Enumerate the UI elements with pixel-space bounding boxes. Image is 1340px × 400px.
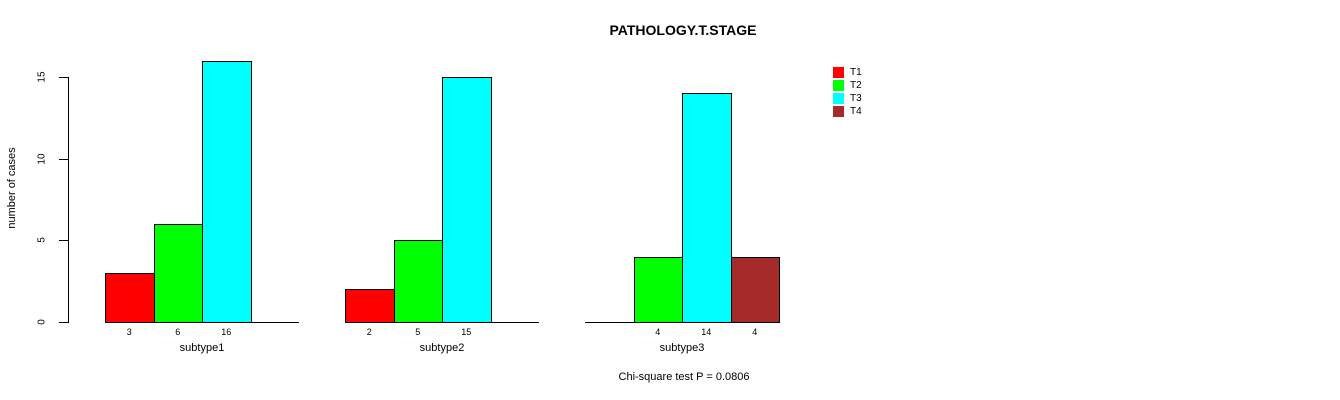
y-tick-label: 5: [36, 237, 48, 244]
legend-label-T4: T4: [850, 106, 862, 117]
bar-value-label: 5: [415, 327, 421, 337]
legend-label-T3: T3: [850, 93, 862, 104]
bar-value-label: 2: [366, 327, 372, 337]
group-label-subtype3: subtype3: [659, 342, 705, 354]
legend: T1 T2 T3 T4: [833, 66, 862, 118]
legend-entry-T2: T2: [833, 79, 862, 92]
bar-T3-subtype2: [442, 77, 492, 323]
y-tick-label: 0: [36, 319, 48, 325]
legend-label-T1: T1: [850, 67, 862, 78]
bar-value-label: 6: [175, 327, 181, 337]
bar-T3-subtype3: [682, 93, 732, 323]
legend-entry-T4: T4: [833, 105, 862, 118]
y-axis-label: number of cases: [6, 147, 18, 229]
group-label-subtype1: subtype1: [179, 342, 225, 354]
bar-T1-subtype2: [345, 289, 395, 323]
y-tick-mark: [59, 240, 68, 242]
legend-swatch-T4: [833, 106, 844, 117]
bar-T2-subtype3: [633, 257, 683, 323]
y-tick-label: 10: [36, 153, 48, 165]
chi-square-note: Chi-square test P = 0.0806: [618, 371, 750, 383]
legend-swatch-T3: [833, 93, 844, 104]
bar-value-label: 16: [221, 327, 232, 337]
y-tick-mark: [59, 77, 68, 79]
chart-title: PATHOLOGY.T.STAGE: [609, 22, 757, 38]
legend-swatch-T2: [833, 80, 844, 91]
bar-value-label: 15: [461, 327, 472, 337]
y-axis-line: [68, 77, 69, 323]
group-label-subtype2: subtype2: [419, 342, 465, 354]
bar-T4-subtype3: [730, 257, 780, 323]
bar-value-label: 4: [655, 327, 661, 337]
bar-value-label: 14: [701, 327, 712, 337]
bar-T1-subtype1: [105, 273, 155, 323]
legend-entry-T3: T3: [833, 92, 862, 105]
legend-swatch-T1: [833, 67, 844, 78]
bar-T2-subtype2: [393, 240, 443, 323]
y-tick-label: 15: [36, 71, 48, 83]
legend-entry-T1: T1: [833, 66, 862, 79]
y-tick-mark: [59, 322, 68, 323]
bar-T2-subtype1: [153, 224, 203, 323]
bar-value-label: 4: [752, 327, 758, 337]
y-tick-mark: [59, 158, 68, 160]
legend-label-T2: T2: [850, 80, 862, 91]
bar-value-label: 3: [126, 327, 132, 337]
bar-T3-subtype1: [202, 61, 252, 323]
